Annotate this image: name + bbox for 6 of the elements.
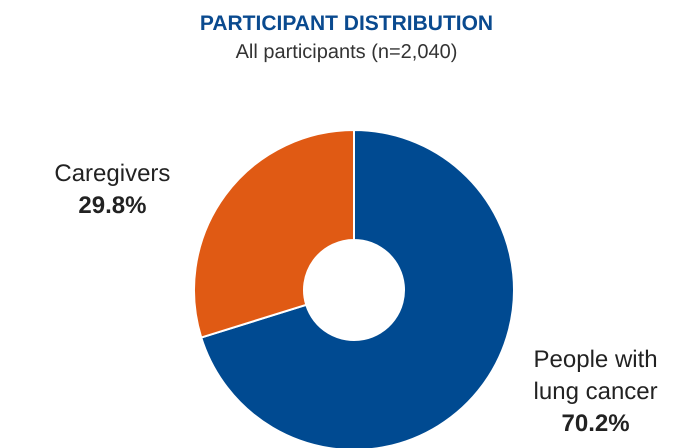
chart-subtitle: All participants (n=2,040): [236, 41, 458, 63]
slice-label: Caregivers: [54, 160, 170, 188]
chart-title: PARTICIPANT DISTRIBUTION: [200, 12, 494, 35]
data-label: 70.2%: [562, 410, 630, 437]
data-label: 29.8%: [78, 192, 146, 220]
slice-label: People with lung cancer: [534, 346, 658, 405]
